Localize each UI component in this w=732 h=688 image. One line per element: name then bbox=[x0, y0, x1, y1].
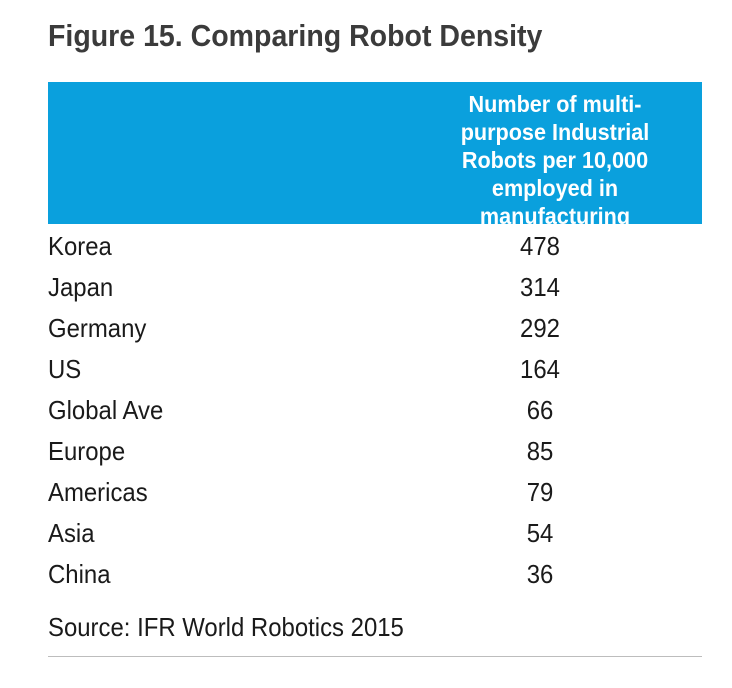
row-value: 164 bbox=[520, 354, 560, 384]
table-row: Asia 54 bbox=[48, 513, 702, 554]
table-row: US 164 bbox=[48, 349, 702, 390]
row-value: 36 bbox=[526, 559, 554, 589]
table-body: Korea 478 Japan 314 Germany 292 US 164 Global Av… bbox=[48, 226, 702, 595]
row-country-label: Americas bbox=[48, 477, 148, 507]
row-value: 85 bbox=[526, 436, 554, 466]
row-country-label: Asia bbox=[48, 518, 95, 548]
table-row: China 36 bbox=[48, 554, 702, 595]
row-value: 314 bbox=[520, 272, 560, 302]
column-header: Number of multi-purpose Industrial Robot… bbox=[460, 91, 650, 229]
table-row: Global Ave 66 bbox=[48, 390, 702, 431]
table-row: Europe 85 bbox=[48, 431, 702, 472]
figure-title: Figure 15. Comparing Robot Density bbox=[48, 18, 543, 53]
table-row: Japan 314 bbox=[48, 267, 702, 308]
row-country-label: US bbox=[48, 354, 82, 384]
row-value: 478 bbox=[520, 231, 560, 261]
source-note: Source: IFR World Robotics 2015 bbox=[48, 612, 404, 642]
bottom-divider bbox=[48, 656, 702, 657]
row-country-label: China bbox=[48, 559, 111, 589]
row-country-label: Global Ave bbox=[48, 395, 164, 425]
row-value: 66 bbox=[526, 395, 554, 425]
row-value: 79 bbox=[526, 477, 554, 507]
row-country-label: Europe bbox=[48, 436, 126, 466]
row-country-label: Korea bbox=[48, 231, 112, 261]
row-country-label: Japan bbox=[48, 272, 114, 302]
table-row: Germany 292 bbox=[48, 308, 702, 349]
row-value: 54 bbox=[526, 518, 554, 548]
row-value: 292 bbox=[520, 313, 560, 343]
row-country-label: Germany bbox=[48, 313, 147, 343]
table-row: Korea 478 bbox=[48, 226, 702, 267]
table-row: Americas 79 bbox=[48, 472, 702, 513]
table-header: Number of multi-purpose Industrial Robot… bbox=[48, 82, 702, 229]
